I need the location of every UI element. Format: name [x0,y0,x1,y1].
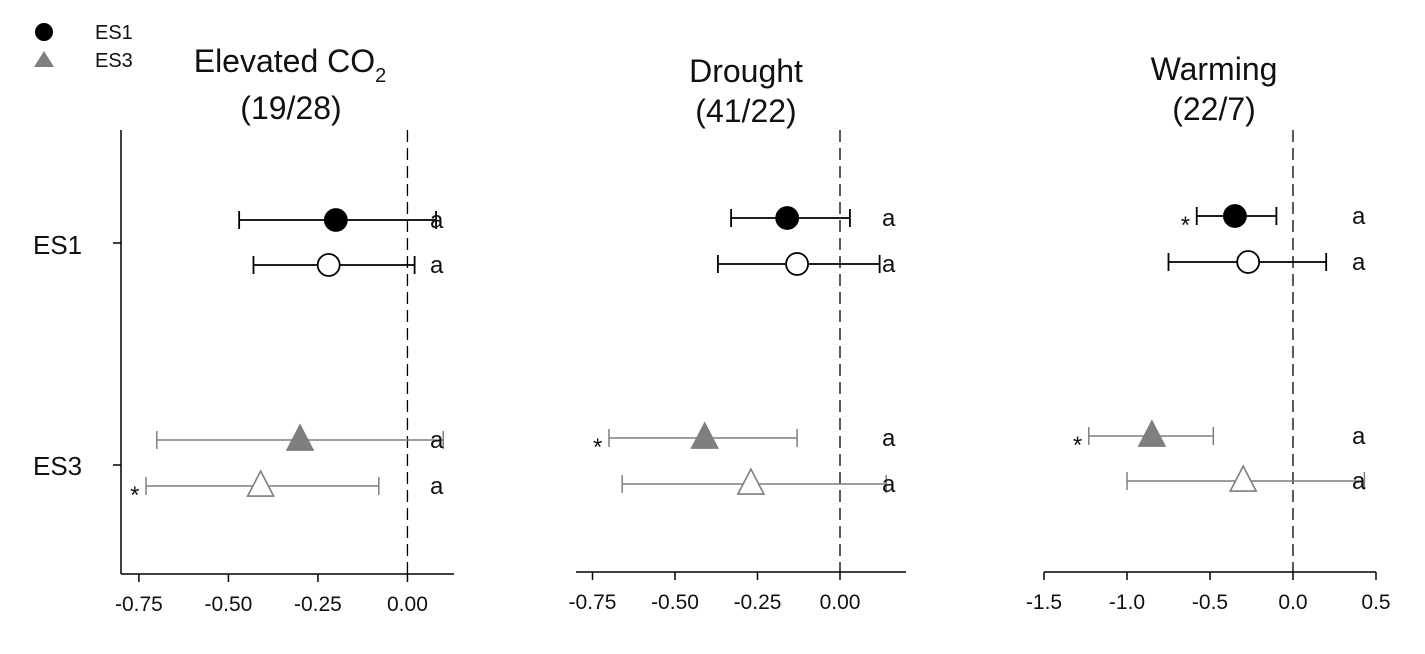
panel-1-es3-open-significance-star: * [130,482,139,509]
panel-2-es3-open-marker [736,467,766,495]
panel-3-title: Warming [1151,51,1278,87]
panel-1-es3-open-marker [246,469,275,497]
legend: ES1 ES3 [34,22,133,72]
panel-3-es1-filled-marker [1223,204,1247,228]
panel-1-x-tick-label-3: -0.25 [294,593,342,616]
panel-1-counts: (19/28) [240,90,341,126]
panel-1-es1-filled-group-letter: a [430,207,444,234]
panel-3-es1-open-marker [1236,250,1261,274]
panel-2-title: Drought [689,53,803,89]
panel-2-es1-open-group-letter: a [882,251,896,278]
panel-2-es3-filled-group-letter: a [882,425,896,452]
y-label-es3: ES3 [33,451,82,481]
panel-1-es3-open-group-letter: a [430,473,444,500]
panel-2-es3-filled-marker [690,421,720,449]
panel-1-title-subscript: 2 [375,65,386,87]
panel-3-es1-filled-significance-star: * [1181,212,1190,239]
panel-3-x-tick-label-3: -0.5 [1192,591,1228,614]
panel-1-es1-open-group-letter: a [430,252,444,279]
panel-3-x-tick-label-5: 0.5 [1361,591,1390,614]
panel-2-x-tick-label-1: -0.75 [569,591,617,614]
legend-es1-label: ES1 [95,22,133,44]
panel-3-es1-filled-group-letter: a [1352,203,1366,230]
panel-1-es1-filled-marker [323,208,348,232]
panel-2-es1-filled-marker [775,206,800,230]
panel-3-es3-filled-group-letter: a [1352,423,1366,450]
panel-3-counts: (22/7) [1172,91,1256,127]
panel-2-es3-filled-significance-star: * [593,434,602,461]
panel-3-x-tick-label-4: 0.0 [1278,591,1307,614]
panel-1-title-main: Elevated CO [194,43,375,79]
panel-2-es1-open-marker [785,252,809,276]
panel-1-title: Elevated CO2 [194,43,387,87]
panel-2-x-tick-label-4: 0.00 [820,591,861,614]
panel-1-x-tick-label-1: -0.75 [115,593,163,616]
panel-3-es3-filled-significance-star: * [1073,432,1082,459]
panel-3-es3-open-group-letter: a [1352,468,1366,495]
panel-3-x-tick-label-2: -1.0 [1109,591,1145,614]
panel-1-es3-filled-group-letter: a [430,427,444,454]
panel-2-es3-open-group-letter: a [882,471,896,498]
panel-1-es3-filled-marker [285,423,315,451]
panel-2-counts: (41/22) [695,93,796,129]
legend-es1-marker [35,23,53,41]
panel-1-x-tick-label-2: -0.50 [204,593,252,616]
panel-3-x-tick-label-1: -1.5 [1026,591,1062,614]
panel-3-es3-open-marker [1228,464,1258,492]
y-label-es1: ES1 [33,230,82,260]
panel-2-es1-filled-group-letter: a [882,205,896,232]
panel-2-x-tick-label-2: -0.50 [651,591,699,614]
panel-3-es1-open-group-letter: a [1352,249,1366,276]
panel-2-x-tick-label-3: -0.25 [734,591,782,614]
legend-es3-marker [34,51,54,67]
panel-3-es3-filled-marker [1137,419,1167,447]
panel-1-x-tick-label-4: 0.00 [387,593,428,616]
legend-es3-label: ES3 [95,50,133,72]
panel-1-es1-open-marker [316,253,341,277]
